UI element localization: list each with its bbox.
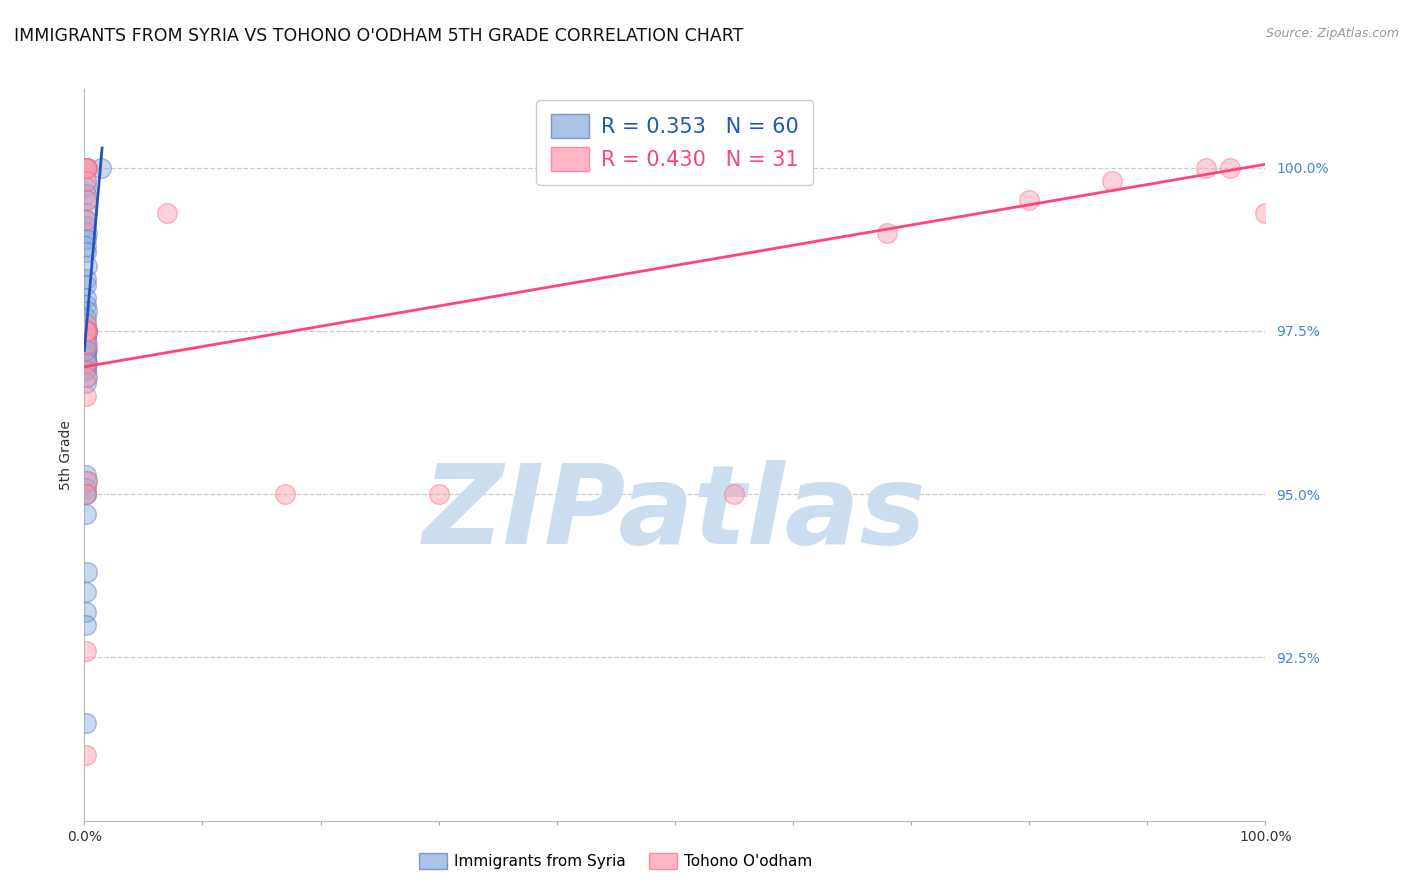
Point [75, 161, 97, 175]
Point [876, 226, 898, 240]
Point [75, 363, 97, 377]
Text: ZIPatlas: ZIPatlas [423, 460, 927, 567]
Point [90, 161, 112, 175]
Point [75, 330, 97, 344]
Point [427, 487, 450, 501]
Point [75, 324, 97, 338]
Point [75, 180, 97, 194]
Point [75, 324, 97, 338]
Point [75, 174, 97, 188]
Point [1195, 161, 1218, 175]
Point [75, 605, 97, 619]
Point [75, 356, 97, 370]
Text: IMMIGRANTS FROM SYRIA VS TOHONO O'ODHAM 5TH GRADE CORRELATION CHART: IMMIGRANTS FROM SYRIA VS TOHONO O'ODHAM … [14, 27, 744, 45]
Point [75, 337, 97, 351]
Point [75, 481, 97, 495]
Point [75, 212, 97, 227]
Point [75, 467, 97, 482]
Point [75, 507, 97, 521]
Point [75, 219, 97, 234]
Point [75, 324, 97, 338]
Point [75, 291, 97, 305]
Point [76, 324, 98, 338]
Point [75, 748, 97, 763]
Point [75, 389, 97, 403]
Point [76, 324, 98, 338]
Point [76, 337, 98, 351]
Point [75, 232, 97, 246]
Point [76, 369, 98, 384]
Point [75, 356, 97, 370]
Point [75, 343, 97, 358]
Point [75, 487, 97, 501]
Point [75, 350, 97, 364]
Point [75, 318, 97, 332]
Point [156, 206, 179, 220]
Point [75, 239, 97, 253]
Point [723, 487, 745, 501]
Point [75, 278, 97, 293]
Point [76, 356, 98, 370]
Point [75, 318, 97, 332]
Point [76, 566, 98, 580]
Point [76, 474, 98, 488]
Point [75, 324, 97, 338]
Point [75, 161, 97, 175]
Point [75, 337, 97, 351]
Legend: Immigrants from Syria, Tohono O'odham: Immigrants from Syria, Tohono O'odham [413, 847, 818, 875]
Point [75, 174, 97, 188]
Point [75, 350, 97, 364]
Point [1219, 161, 1241, 175]
Point [75, 298, 97, 312]
Point [76, 161, 98, 175]
Point [75, 330, 97, 344]
Point [75, 324, 97, 338]
Point [75, 212, 97, 227]
Point [76, 259, 98, 273]
Point [75, 324, 97, 338]
Point [75, 310, 97, 325]
Point [75, 644, 97, 658]
Point [75, 356, 97, 370]
Point [1254, 206, 1277, 220]
Point [75, 376, 97, 390]
Point [1101, 174, 1123, 188]
Point [75, 487, 97, 501]
Point [75, 324, 97, 338]
Point [76, 474, 98, 488]
Point [76, 304, 98, 318]
Point [76, 324, 98, 338]
Y-axis label: 5th Grade: 5th Grade [59, 420, 73, 490]
Point [75, 337, 97, 351]
Point [75, 271, 97, 285]
Point [75, 324, 97, 338]
Point [75, 324, 97, 338]
Point [274, 487, 297, 501]
Point [76, 161, 98, 175]
Point [1018, 193, 1040, 207]
Point [76, 343, 98, 358]
Point [75, 324, 97, 338]
Point [75, 343, 97, 358]
Text: Source: ZipAtlas.com: Source: ZipAtlas.com [1265, 27, 1399, 40]
Point [75, 356, 97, 370]
Point [75, 330, 97, 344]
Point [75, 715, 97, 730]
Point [75, 363, 97, 377]
Point [75, 245, 97, 260]
Point [76, 193, 98, 207]
Point [75, 617, 97, 632]
Point [75, 585, 97, 599]
Point [76, 206, 98, 220]
Point [75, 324, 97, 338]
Point [75, 186, 97, 201]
Point [76, 226, 98, 240]
Point [75, 193, 97, 207]
Point [75, 369, 97, 384]
Point [75, 161, 97, 175]
Point [75, 487, 97, 501]
